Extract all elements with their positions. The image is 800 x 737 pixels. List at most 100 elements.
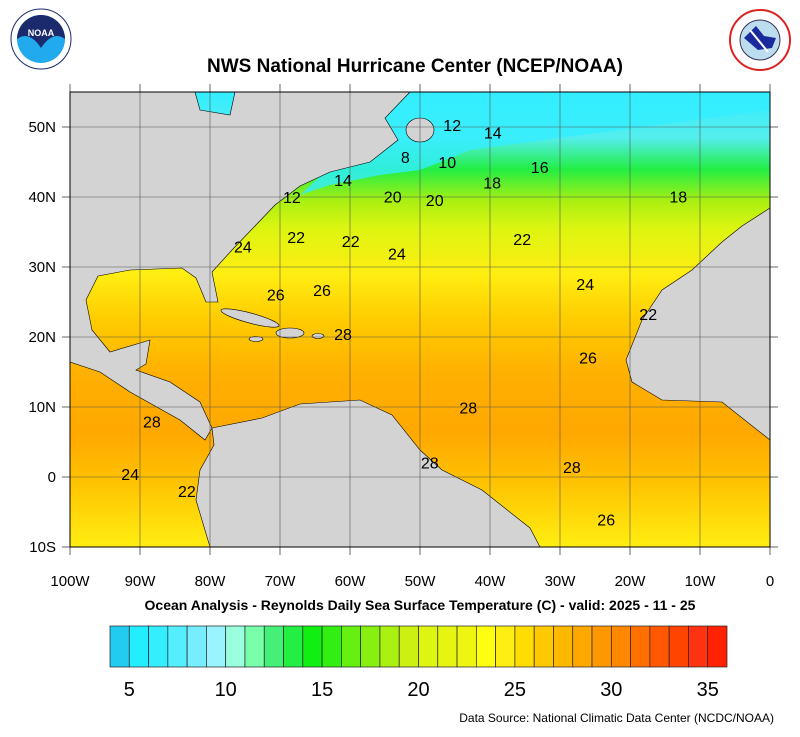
colorbar-swatch — [572, 625, 593, 668]
colorbar: 5 10 15 20 25 30 35 — [109, 625, 728, 701]
lon-label: 70W — [265, 573, 297, 590]
colorbar-swatch — [707, 625, 728, 668]
colorbar-swatch — [398, 625, 419, 668]
nws-logo — [729, 9, 791, 71]
contour-label: 28 — [563, 460, 581, 477]
lon-label: 50W — [405, 573, 437, 590]
cuba — [220, 308, 280, 328]
lat-label: 50N — [28, 119, 56, 136]
contour-label: 12 — [443, 118, 461, 135]
africa-europe — [625, 92, 771, 441]
lon-label: 60W — [335, 573, 367, 590]
contour-label: 24 — [576, 277, 594, 294]
colorbar-swatch — [591, 625, 612, 668]
contour-label: 12 — [283, 190, 301, 207]
colorbar-swatch — [225, 625, 246, 668]
noaa-logo: NOAA — [10, 8, 72, 70]
contour-label: 28 — [334, 327, 352, 344]
colorbar-swatch — [167, 625, 188, 668]
contour-label: 24 — [234, 240, 252, 257]
hispaniola — [275, 327, 305, 339]
contour-label: 20 — [426, 193, 444, 210]
lat-label: 30N — [28, 259, 56, 276]
map-frame — [69, 91, 771, 548]
colorbar-label: 15 — [311, 679, 333, 701]
colorbar-label: 5 — [124, 679, 135, 701]
contour-label: 18 — [669, 189, 687, 206]
data-source: Data Source: National Climatic Data Cent… — [459, 711, 774, 725]
contour-label: 22 — [287, 230, 305, 247]
land — [69, 91, 771, 548]
colorbar-swatch — [321, 625, 342, 668]
lat-label: 40N — [28, 189, 56, 206]
lon-label: 10W — [685, 573, 717, 590]
colorbar-swatch — [263, 625, 284, 668]
lat-label: 0 — [48, 469, 56, 486]
contour-label: 26 — [313, 283, 331, 300]
contour-label: 28 — [459, 401, 477, 418]
contour-label: 28 — [421, 455, 439, 472]
colorbar-swatch — [495, 625, 516, 668]
colorbar-swatch — [688, 625, 709, 668]
colorbar-swatch — [186, 625, 207, 668]
lat-label: 20N — [28, 329, 56, 346]
colorbar-swatch — [610, 625, 631, 668]
lon-label: 30W — [545, 573, 577, 590]
contour-label: 14 — [484, 126, 502, 143]
north-america — [69, 91, 411, 441]
colorbar-swatch — [379, 625, 400, 668]
svg-text:NOAA: NOAA — [28, 28, 55, 38]
lon-label: 80W — [195, 573, 227, 590]
contour-label: 22 — [178, 484, 196, 501]
contour-label: 22 — [513, 232, 531, 249]
colorbar-swatch — [456, 625, 477, 668]
contour-label: 26 — [579, 350, 597, 367]
colorbar-swatch — [649, 625, 670, 668]
colorbar-swatch — [668, 625, 689, 668]
colorbar-label: 35 — [697, 679, 719, 701]
colorbar-swatch — [360, 625, 381, 668]
lon-label: 90W — [125, 573, 157, 590]
colorbar-label: 10 — [215, 679, 237, 701]
contour-label: 28 — [143, 415, 161, 432]
contour-label: 18 — [483, 175, 501, 192]
colorbar-swatch — [283, 625, 304, 668]
colorbar-swatch — [437, 625, 458, 668]
colorbar-swatch — [418, 625, 439, 668]
contour-label: 22 — [639, 307, 657, 324]
contour-label: 10 — [438, 155, 456, 172]
south-america — [195, 399, 541, 548]
contour-label: 26 — [267, 287, 285, 304]
colorbar-swatch — [244, 625, 265, 668]
puerto-rico — [311, 333, 325, 339]
colorbar-label: 20 — [407, 679, 429, 701]
colorbar-swatch — [109, 625, 130, 668]
colorbar-swatch — [302, 625, 323, 668]
map-subtitle: Ocean Analysis - Reynolds Daily Sea Surf… — [144, 597, 696, 613]
colorbar-swatch — [128, 625, 149, 668]
colorbar-swatch — [514, 625, 535, 668]
lat-label: 10N — [28, 399, 56, 416]
colorbar-swatch — [206, 625, 227, 668]
contour-label: 8 — [401, 150, 410, 167]
sst-map: 100W 90W 80W 70W 60W 50W 40W 30W 20W 10W 0 50N 40N 30… — [28, 84, 778, 590]
colorbar-swatch — [341, 625, 362, 668]
lon-label: 40W — [475, 573, 507, 590]
colorbar-swatch — [553, 625, 574, 668]
colorbar-label: 30 — [600, 679, 622, 701]
lon-label: 100W — [50, 573, 90, 590]
lon-label: 20W — [615, 573, 647, 590]
contour-label: 22 — [342, 234, 360, 251]
colorbar-swatch — [533, 625, 554, 668]
lon-label: 0 — [766, 573, 774, 590]
jamaica — [248, 336, 264, 342]
cold-water-region — [300, 92, 770, 195]
graticule — [62, 84, 778, 555]
colorbar-swatch — [148, 625, 169, 668]
contour-label: 24 — [121, 467, 139, 484]
contour-label: 16 — [531, 160, 549, 177]
contour-label: 20 — [384, 189, 402, 206]
colorbar-swatch — [630, 625, 651, 668]
contour-label: 24 — [388, 247, 406, 264]
colorbar-swatch — [475, 625, 496, 668]
